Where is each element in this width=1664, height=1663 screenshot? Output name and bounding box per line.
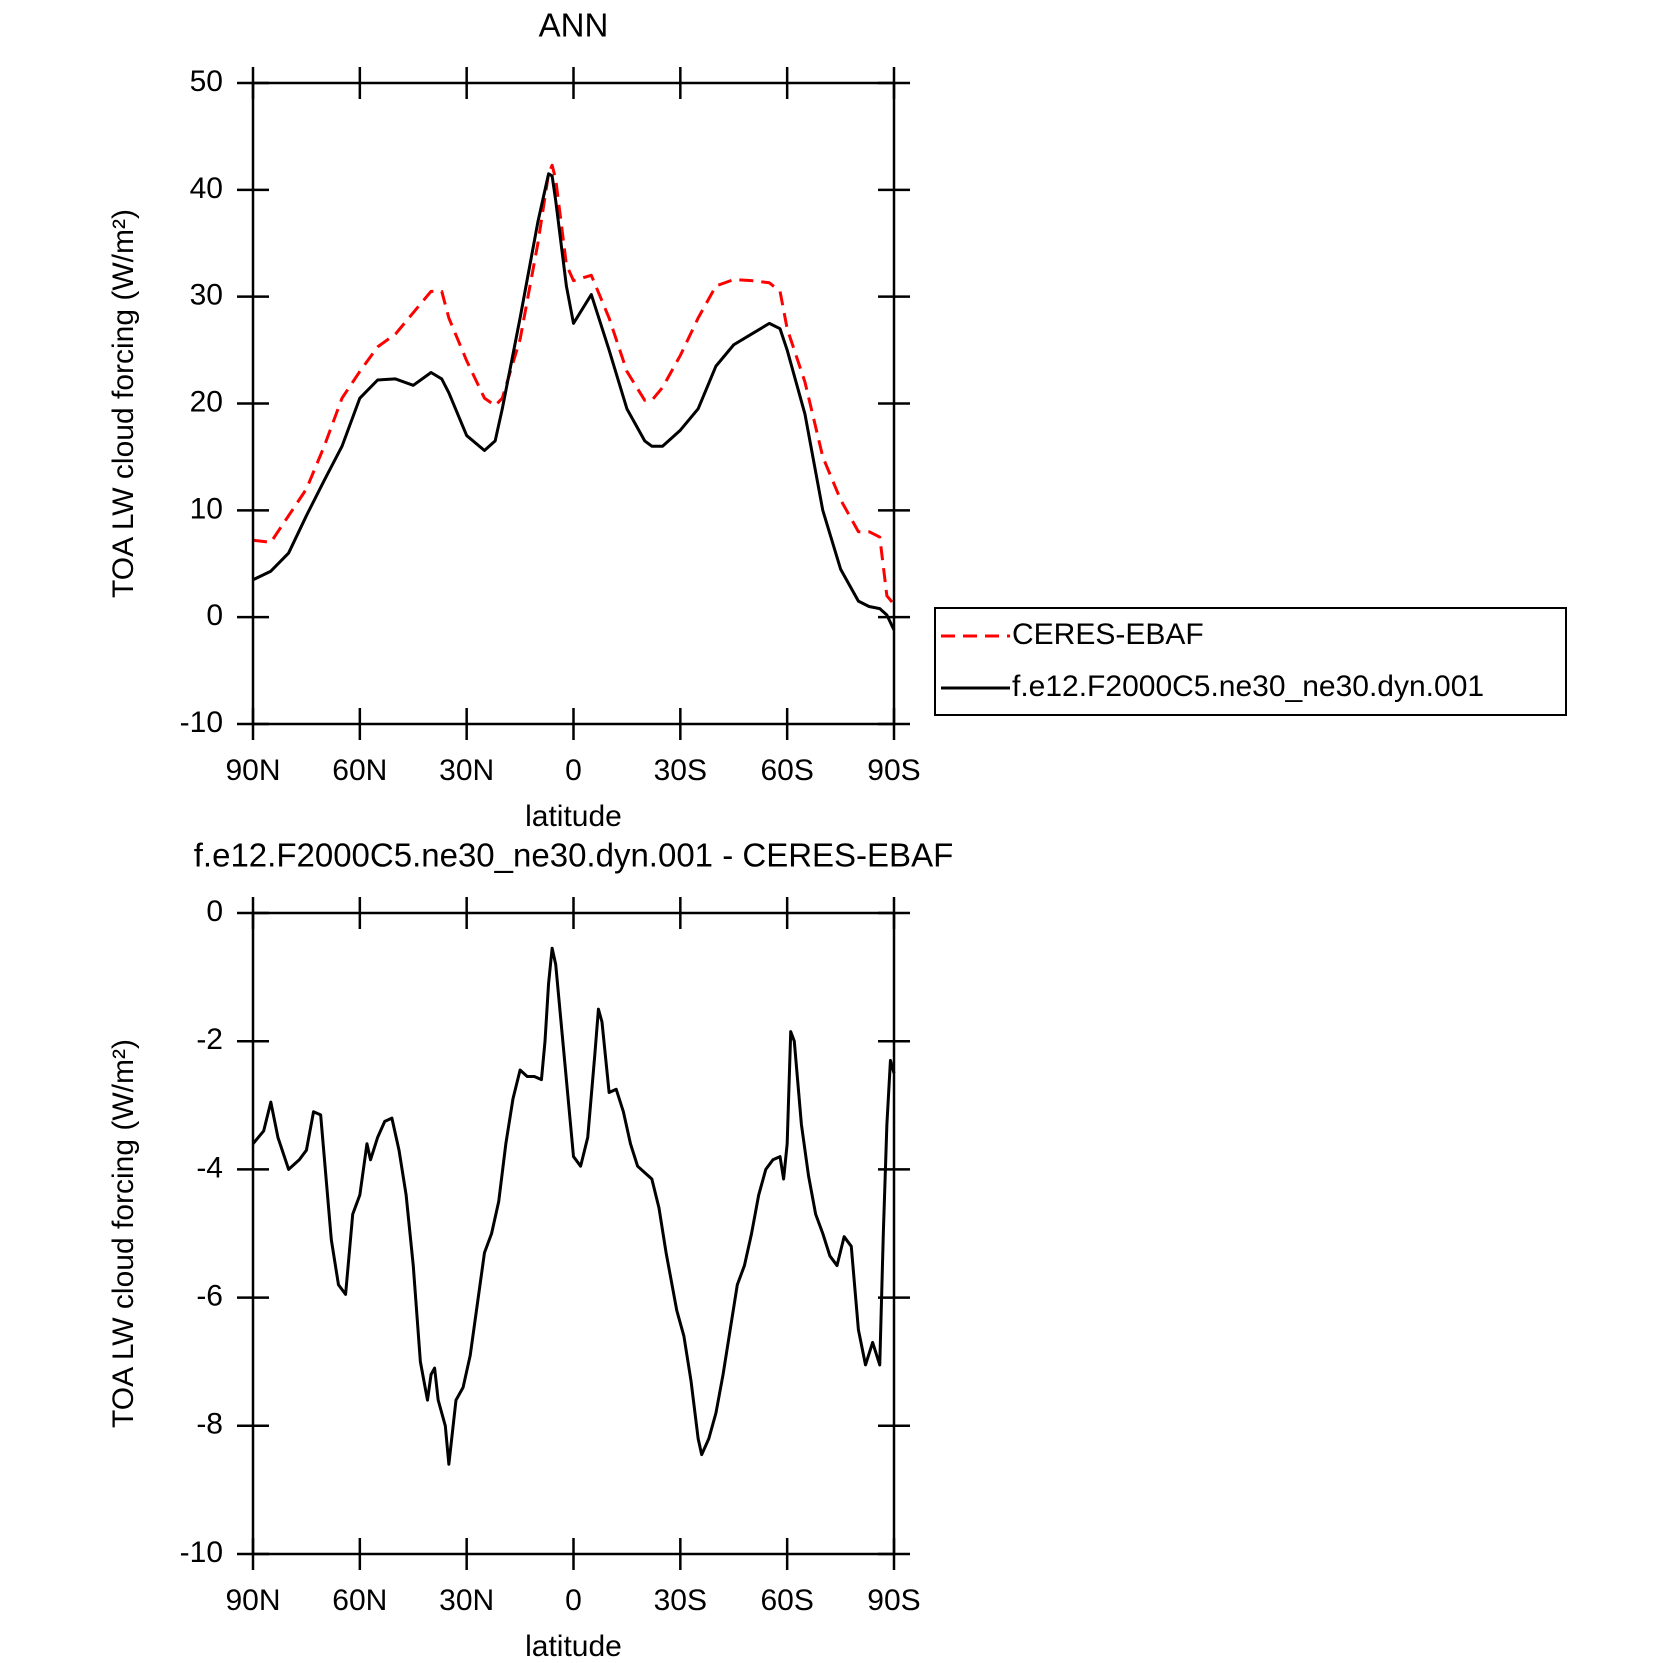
x-tick-label: 60S [760, 754, 813, 787]
x-tick-label: 30S [654, 754, 707, 787]
y-tick-label: -2 [196, 1023, 223, 1056]
y-tick-label: -6 [196, 1280, 223, 1313]
chart-title: ANN [539, 7, 609, 44]
y-tick-label: 50 [190, 65, 223, 98]
y-tick-label: -10 [180, 706, 223, 739]
y-tick-label: 10 [190, 492, 223, 525]
x-axis-label: latitude [525, 1630, 622, 1663]
y-tick-label: -10 [180, 1536, 223, 1569]
y-tick-label: -8 [196, 1408, 223, 1441]
y-axis-label: TOA LW cloud forcing (W/m²) [107, 1039, 140, 1428]
x-tick-label: 60N [332, 754, 387, 787]
x-tick-label: 90S [867, 1584, 920, 1617]
y-tick-label: 20 [190, 385, 223, 418]
x-tick-label: 90N [225, 1584, 280, 1617]
plot-frame [251, 911, 896, 1556]
data-line [251, 946, 896, 1466]
x-tick-label: 90S [867, 754, 920, 787]
data-line [252, 172, 896, 631]
x-tick-label: 30N [439, 754, 494, 787]
x-tick-label: 90N [225, 754, 280, 787]
legend-label: CERES-EBAF [1012, 618, 1204, 651]
y-tick-label: 40 [190, 172, 223, 205]
x-tick-label: 60N [332, 1584, 387, 1617]
x-axis-label: latitude [525, 800, 622, 833]
x-tick-label: 30S [654, 1584, 707, 1617]
y-tick-label: 30 [190, 279, 223, 312]
plot-frame [251, 81, 896, 726]
legend-box [934, 607, 1567, 716]
y-axis-label: TOA LW cloud forcing (W/m²) [107, 209, 140, 598]
x-tick-label: 60S [760, 1584, 813, 1617]
x-tick-label: 0 [565, 1584, 582, 1617]
chart-title: f.e12.F2000C5.ne30_ne30.dyn.001 - CERES-… [194, 837, 953, 874]
x-tick-label: 30N [439, 1584, 494, 1617]
y-tick-label: 0 [206, 599, 223, 632]
data-line [252, 163, 896, 606]
legend-label: f.e12.F2000C5.ne30_ne30.dyn.001 [1012, 670, 1484, 703]
y-tick-label: 0 [206, 895, 223, 928]
y-tick-label: -4 [196, 1151, 223, 1184]
x-tick-label: 0 [565, 754, 582, 787]
